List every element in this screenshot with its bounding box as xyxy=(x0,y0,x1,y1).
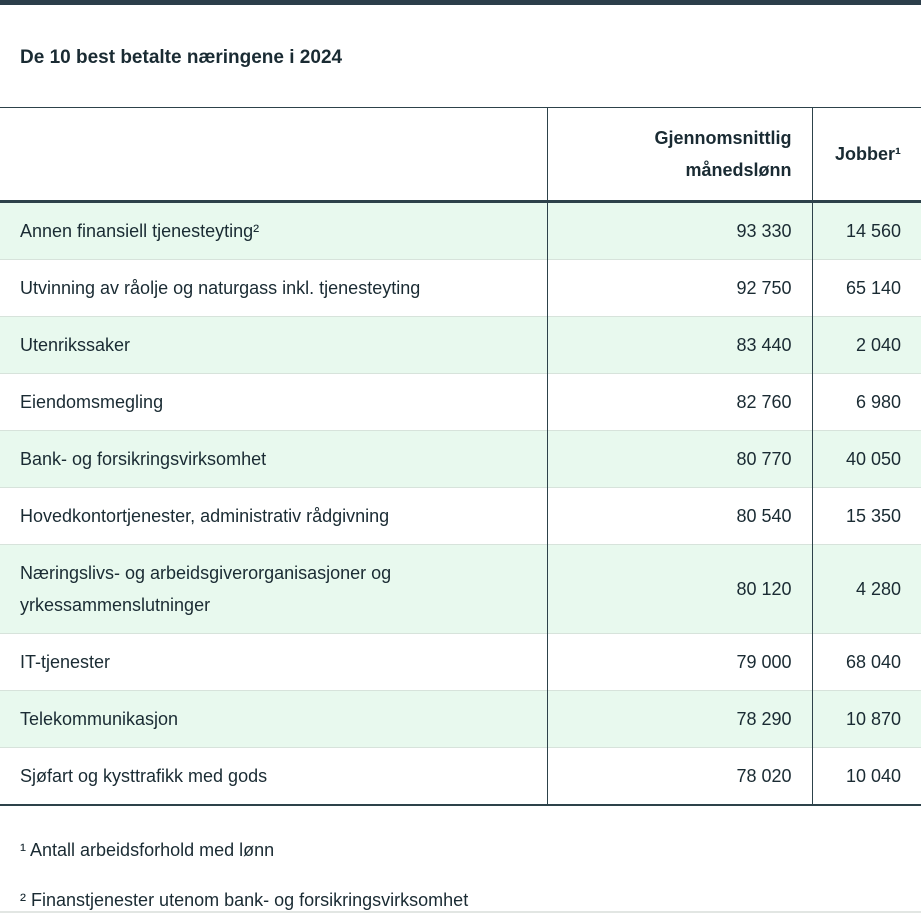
salary-cell: 92 750 xyxy=(546,259,812,317)
salary-cell: 80 120 xyxy=(546,544,812,634)
table-row: Utvinning av råolje og naturgass inkl. t… xyxy=(0,259,921,317)
jobs-cell: 6 980 xyxy=(811,373,921,431)
salary-cell: 93 330 xyxy=(546,201,812,260)
header-row: Gjennomsnittlig månedslønn Jobber¹ xyxy=(0,107,921,203)
table-header: Gjennomsnittlig månedslønn Jobber¹ xyxy=(0,107,921,203)
column-header-salary: Gjennomsnittlig månedslønn xyxy=(546,107,812,203)
jobs-cell: 65 140 xyxy=(811,259,921,317)
salary-cell: 78 290 xyxy=(546,690,812,748)
industry-cell: Utenrikssaker xyxy=(0,316,547,374)
column-header-jobs: Jobber¹ xyxy=(811,107,921,203)
industry-cell: Utvinning av råolje og naturgass inkl. t… xyxy=(0,259,547,317)
salary-cell: 80 770 xyxy=(546,430,812,488)
table-row: Næringslivs- og arbeidsgiverorganisasjon… xyxy=(0,544,921,634)
jobs-cell: 68 040 xyxy=(811,633,921,691)
bottom-divider xyxy=(0,911,921,913)
column-header-industry xyxy=(0,107,547,203)
top-divider xyxy=(0,0,921,5)
industry-cell: Bank- og forsikringsvirksomhet xyxy=(0,430,547,488)
industry-cell: IT-tjenester xyxy=(0,633,547,691)
jobs-cell: 14 560 xyxy=(811,201,921,260)
industry-cell: Eiendomsmegling xyxy=(0,373,547,431)
jobs-cell: 4 280 xyxy=(811,544,921,634)
salary-cell: 78 020 xyxy=(546,747,812,806)
table-row: Eiendomsmegling 82 760 6 980 xyxy=(0,373,921,431)
jobs-cell: 15 350 xyxy=(811,487,921,545)
jobs-cell: 2 040 xyxy=(811,316,921,374)
table-body: Annen finansiell tjenesteyting² 93 330 1… xyxy=(0,201,921,806)
footnote-financial-services: ² Finanstjenester utenom bank- og forsik… xyxy=(20,890,469,910)
jobs-cell: 10 040 xyxy=(811,747,921,806)
page-title: De 10 best betalte næringene i 2024 xyxy=(20,47,343,68)
industry-cell: Telekommunikasjon xyxy=(0,690,547,748)
table-row: Bank- og forsikringsvirksomhet 80 770 40… xyxy=(0,430,921,488)
salary-cell: 82 760 xyxy=(546,373,812,431)
industry-cell: Sjøfart og kysttrafikk med gods xyxy=(0,747,547,806)
industry-cell: Næringslivs- og arbeidsgiverorganisasjon… xyxy=(0,544,547,634)
salary-cell: 80 540 xyxy=(546,487,812,545)
table-row: Telekommunikasjon 78 290 10 870 xyxy=(0,690,921,748)
footnote-jobs: ¹ Antall arbeidsforhold med lønn xyxy=(20,840,275,860)
industry-cell: Annen finansiell tjenesteyting² xyxy=(0,201,547,260)
table-row: Hovedkontortjenester, administrativ rådg… xyxy=(0,487,921,545)
salary-cell: 79 000 xyxy=(546,633,812,691)
jobs-cell: 10 870 xyxy=(811,690,921,748)
salary-cell: 83 440 xyxy=(546,316,812,374)
salary-table: Gjennomsnittlig månedslønn Jobber¹ Annen… xyxy=(0,107,921,806)
table-row: Sjøfart og kysttrafikk med gods 78 020 1… xyxy=(0,747,921,806)
table-row: Utenrikssaker 83 440 2 040 xyxy=(0,316,921,374)
table-row: IT-tjenester 79 000 68 040 xyxy=(0,633,921,691)
jobs-cell: 40 050 xyxy=(811,430,921,488)
table-row: Annen finansiell tjenesteyting² 93 330 1… xyxy=(0,201,921,260)
industry-cell: Hovedkontortjenester, administrativ rådg… xyxy=(0,487,547,545)
